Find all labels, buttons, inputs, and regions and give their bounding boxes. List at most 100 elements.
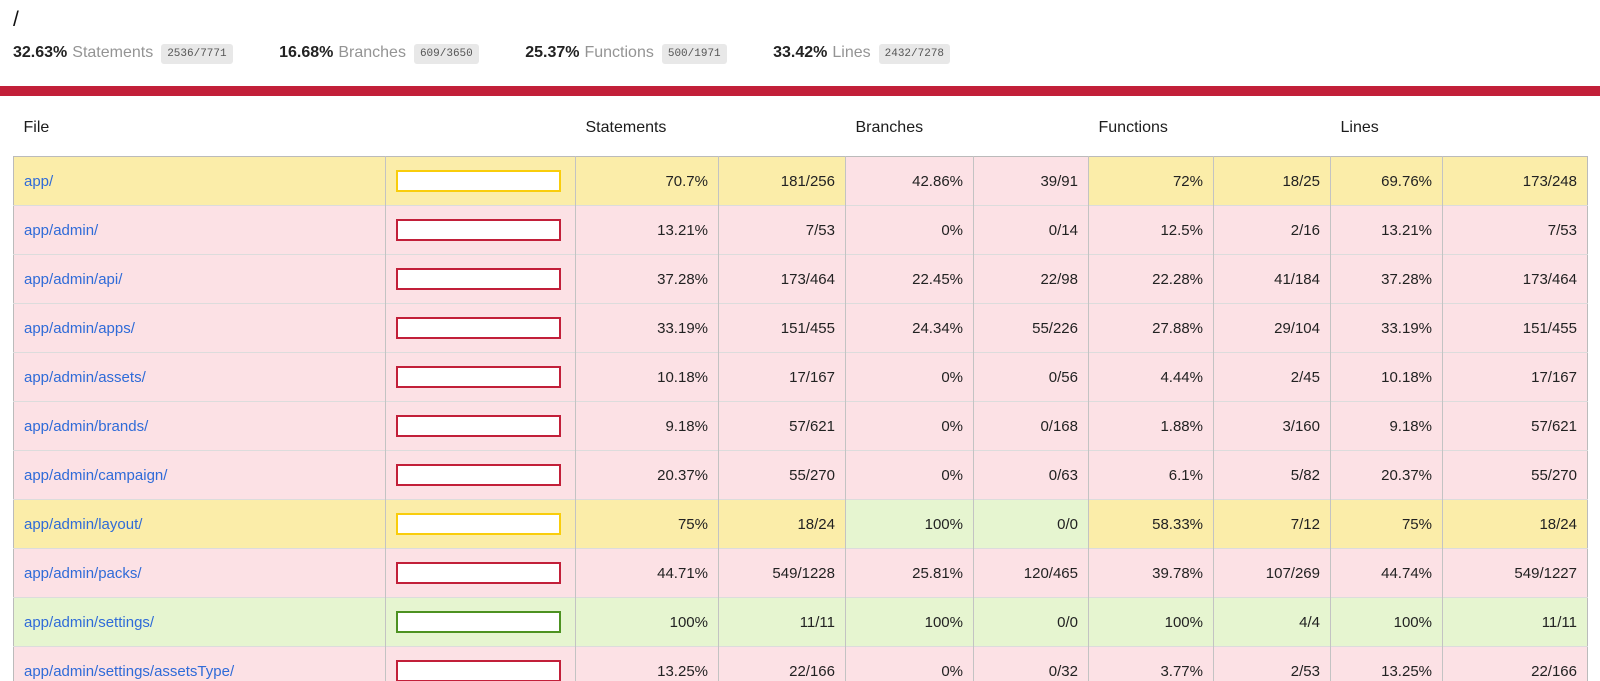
file-link[interactable]: app/admin/packs/ <box>24 564 142 582</box>
statements-label: Statements <box>72 44 154 61</box>
fraction-cell: 173/464 <box>718 254 846 304</box>
fraction-cell: 22/166 <box>1442 646 1588 681</box>
fraction-cell: 151/455 <box>1442 303 1588 353</box>
fraction-cell: 57/621 <box>718 401 846 451</box>
file-link[interactable]: app/admin/brands/ <box>24 417 149 435</box>
pct-cell: 4.44% <box>1088 352 1214 402</box>
fraction-cell: 18/24 <box>718 499 846 549</box>
coverage-table-body: app/ 70.7% 181/256 42.86% 39/91 72% 18/25 69.7… <box>13 156 1588 681</box>
file-link[interactable]: app/admin/apps/ <box>24 319 135 337</box>
table-row: app/admin/layout/ 75% 18/24 100% 0/0 58.33% 7… <box>13 499 1588 549</box>
coverage-bar <box>396 415 561 437</box>
pct-cell: 6.1% <box>1088 450 1214 500</box>
table-row: app/admin/settings/assetsType/ 13.25% 22/… <box>13 646 1588 681</box>
file-cell: app/admin/campaign/ <box>13 450 386 500</box>
pct-cell: 13.25% <box>575 646 719 681</box>
fraction-cell: 0/0 <box>973 597 1089 647</box>
coverage-status-line <box>0 86 1600 96</box>
table-row: app/admin/packs/ 44.71% 549/1228 25.81% 120… <box>13 548 1588 598</box>
fraction-cell: 22/98 <box>973 254 1089 304</box>
pct-cell: 1.88% <box>1088 401 1214 451</box>
file-link[interactable]: app/admin/assets/ <box>24 368 146 386</box>
pct-cell: 75% <box>575 499 719 549</box>
coverage-chart-cell <box>385 646 576 681</box>
coverage-chart-cell <box>385 156 576 206</box>
pct-cell: 20.37% <box>575 450 719 500</box>
file-cell: app/ <box>13 156 386 206</box>
coverage-bar <box>396 366 561 388</box>
file-cell: app/admin/ <box>13 205 386 255</box>
pct-cell: 0% <box>845 646 974 681</box>
column-header-statements[interactable]: Statements <box>575 96 719 157</box>
pct-cell: 44.71% <box>575 548 719 598</box>
fraction-cell: 18/24 <box>1442 499 1588 549</box>
file-link[interactable]: app/admin/settings/assetsType/ <box>24 662 235 680</box>
pct-cell: 69.76% <box>1330 156 1443 206</box>
column-header-file[interactable]: File <box>13 96 386 157</box>
fraction-cell: 120/465 <box>973 548 1089 598</box>
file-cell: app/admin/settings/ <box>13 597 386 647</box>
coverage-chart-cell <box>385 548 576 598</box>
pct-cell: 39.78% <box>1088 548 1214 598</box>
fraction-cell: 0/56 <box>973 352 1089 402</box>
file-cell: app/admin/settings/assetsType/ <box>13 646 386 681</box>
pct-cell: 42.86% <box>845 156 974 206</box>
pct-cell: 13.21% <box>1330 205 1443 255</box>
file-link[interactable]: app/admin/campaign/ <box>24 466 168 484</box>
pct-cell: 37.28% <box>1330 254 1443 304</box>
pct-cell: 10.18% <box>1330 352 1443 402</box>
column-header-functions[interactable]: Functions <box>1088 96 1214 157</box>
file-link[interactable]: app/ <box>24 172 54 190</box>
file-cell: app/admin/assets/ <box>13 352 386 402</box>
pct-cell: 100% <box>1088 597 1214 647</box>
pct-cell: 100% <box>575 597 719 647</box>
file-link[interactable]: app/admin/ <box>24 221 99 239</box>
fraction-cell: 2/45 <box>1213 352 1331 402</box>
fraction-cell: 549/1227 <box>1442 548 1588 598</box>
column-header-branches[interactable]: Branches <box>845 96 974 157</box>
fraction-cell: 7/53 <box>1442 205 1588 255</box>
fraction-cell: 41/184 <box>1213 254 1331 304</box>
table-row: app/admin/api/ 37.28% 173/464 22.45% 22/98 2… <box>13 254 1588 304</box>
file-link[interactable]: app/admin/settings/ <box>24 613 155 631</box>
column-header-branches-fraction <box>973 96 1089 157</box>
file-cell: app/admin/packs/ <box>13 548 386 598</box>
fraction-cell: 0/63 <box>973 450 1089 500</box>
table-row: app/ 70.7% 181/256 42.86% 39/91 72% 18/25 69.7… <box>13 156 1588 206</box>
pct-cell: 25.81% <box>845 548 974 598</box>
file-link[interactable]: app/admin/layout/ <box>24 515 143 533</box>
fraction-cell: 151/455 <box>718 303 846 353</box>
pct-cell: 12.5% <box>1088 205 1214 255</box>
file-cell: app/admin/api/ <box>13 254 386 304</box>
table-header: File Statements Branches Functions Lines <box>13 96 1588 157</box>
fraction-cell: 0/168 <box>973 401 1089 451</box>
fraction-cell: 181/256 <box>718 156 846 206</box>
fraction-cell: 173/248 <box>1442 156 1588 206</box>
fraction-cell: 11/11 <box>1442 597 1588 647</box>
file-link[interactable]: app/admin/api/ <box>24 270 123 288</box>
table-row: app/admin/settings/ 100% 11/11 100% 0/0 100%… <box>13 597 1588 647</box>
pct-cell: 75% <box>1330 499 1443 549</box>
summary-lines: 33.42% Lines 2432/7278 <box>773 44 951 64</box>
summary-branches: 16.68% Branches 609/3650 <box>279 44 479 64</box>
fraction-cell: 55/226 <box>973 303 1089 353</box>
file-cell: app/admin/brands/ <box>13 401 386 451</box>
table-row: app/admin/assets/ 10.18% 17/167 0% 0/56 4.44… <box>13 352 1588 402</box>
branches-pct: 16.68% <box>279 44 334 61</box>
summary-functions: 25.37% Functions 500/1971 <box>525 44 727 64</box>
lines-fraction-badge: 2432/7278 <box>878 44 951 64</box>
pct-cell: 100% <box>1330 597 1443 647</box>
pct-cell: 0% <box>845 450 974 500</box>
pct-cell: 100% <box>845 499 974 549</box>
functions-pct: 25.37% <box>525 44 580 61</box>
column-header-statements-fraction <box>718 96 846 157</box>
fraction-cell: 55/270 <box>718 450 846 500</box>
coverage-chart-cell <box>385 352 576 402</box>
column-header-lines[interactable]: Lines <box>1330 96 1443 157</box>
fraction-cell: 2/16 <box>1213 205 1331 255</box>
pct-cell: 22.28% <box>1088 254 1214 304</box>
pct-cell: 72% <box>1088 156 1214 206</box>
fraction-cell: 7/53 <box>718 205 846 255</box>
fraction-cell: 22/166 <box>718 646 846 681</box>
pct-cell: 33.19% <box>1330 303 1443 353</box>
